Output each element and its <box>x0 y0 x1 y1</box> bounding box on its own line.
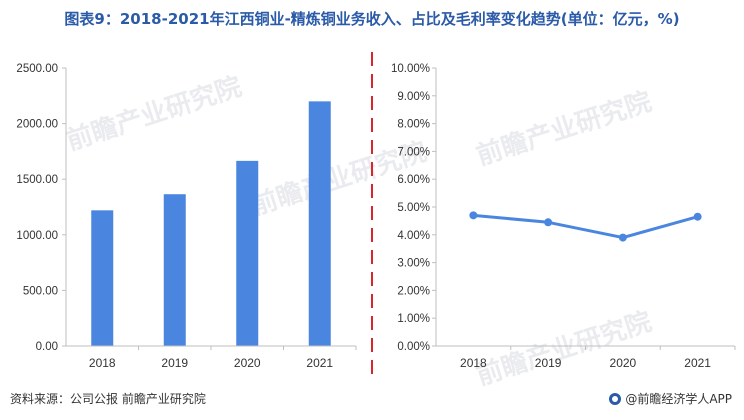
left-x-tick-label: 2019 <box>161 356 188 370</box>
app-logo-icon <box>609 392 622 405</box>
right-x-axis: 2018 2019 2020 2021 <box>436 345 736 370</box>
left-y-tick-label: 1500.00 <box>16 174 58 186</box>
left-x-tick-label: 2021 <box>306 356 333 370</box>
source-note: 资料来源：公司公报 前瞻产业研究院 <box>10 392 206 406</box>
left-x-tick-label: 2020 <box>234 356 261 370</box>
right-y-axis: 0.00% 1.00% 2.00% 3.00% 4.00% 5.00% 6.00% 7.00%… <box>391 63 437 353</box>
left-y-tick-label: 2000.00 <box>16 119 58 131</box>
left-y-axis: 0.00 500.00 1000.00 1500.00 2000.00 2500.00 <box>16 63 67 353</box>
left-y-tick-label: 2500.00 <box>16 63 58 75</box>
chart-title: 图表9：2018-2021年江西铜业-精炼铜业务收入、占比及毛利率变化趋势(单位… <box>64 10 680 28</box>
right-x-tick-label: 2020 <box>610 356 637 370</box>
app-credit: @前瞻经济学人APP <box>609 390 732 407</box>
bar-series <box>91 101 331 346</box>
left-y-tick-label: 0.00 <box>36 341 58 353</box>
left-y-tick-label: 500.00 <box>23 285 58 297</box>
right-y-tick-label: 6.00% <box>397 174 430 186</box>
watermark-text: 前瞻产业研究院 <box>63 71 246 157</box>
right-y-tick-label: 9.00% <box>397 91 430 103</box>
bar <box>163 194 186 346</box>
left-y-tick-label: 1000.00 <box>16 230 58 242</box>
right-y-tick-label: 5.00% <box>397 202 430 214</box>
right-y-tick-label: 0.00% <box>397 341 430 353</box>
line-point <box>544 218 553 227</box>
right-x-tick-label: 2021 <box>684 356 711 370</box>
right-x-tick-label: 2019 <box>535 356 562 370</box>
right-y-tick-label: 3.00% <box>397 258 430 270</box>
bar <box>308 101 331 346</box>
left-x-axis: 2018 2019 2020 2021 <box>66 345 357 370</box>
watermark-text: 前瞻产业研究院 <box>473 86 656 172</box>
right-y-tick-label: 7.00% <box>397 146 430 158</box>
left-x-tick-label: 2018 <box>89 356 116 370</box>
series-line <box>473 213 699 240</box>
right-x-tick-label: 2018 <box>460 356 487 370</box>
right-y-tick-label: 1.00% <box>397 313 430 325</box>
right-y-tick-label: 10.00% <box>391 63 430 75</box>
watermark-text: 前瞻产业研究院 <box>473 306 656 392</box>
bar <box>91 210 114 346</box>
line-point <box>469 211 478 220</box>
right-y-tick-label: 8.00% <box>397 119 430 131</box>
line-point <box>693 212 702 221</box>
bar <box>236 160 259 346</box>
line-point <box>618 233 627 242</box>
right-y-tick-label: 2.00% <box>397 285 430 297</box>
app-credit-text: @前瞻经济学人APP <box>625 392 732 406</box>
right-y-tick-label: 4.00% <box>397 230 430 242</box>
line-series <box>469 211 702 242</box>
